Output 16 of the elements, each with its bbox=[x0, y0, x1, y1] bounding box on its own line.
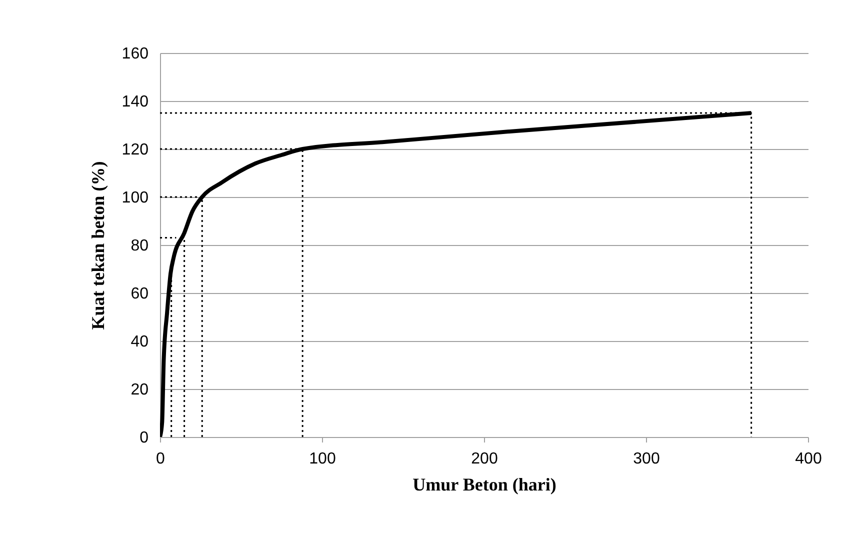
y-tick-label: 140 bbox=[122, 94, 149, 110]
x-tick-label: 0 bbox=[156, 450, 166, 468]
y-tick-label: 0 bbox=[140, 430, 149, 446]
y-tick-label: 120 bbox=[122, 142, 149, 158]
x-tick-label: 400 bbox=[795, 450, 822, 468]
y-tick-label: 20 bbox=[130, 382, 149, 398]
y-tick-label: 160 bbox=[122, 46, 149, 62]
y-tick-label: 60 bbox=[130, 286, 149, 302]
y-axis-title: Kuat tekan beton (%) bbox=[88, 161, 108, 330]
x-tick-label: 300 bbox=[633, 450, 660, 468]
y-tick-label: 80 bbox=[130, 238, 149, 254]
y-tick-label: 40 bbox=[130, 334, 149, 350]
x-tick-label: 200 bbox=[471, 450, 498, 468]
x-tick-label: 100 bbox=[309, 450, 336, 468]
x-axis-title: Umur Beton (hari) bbox=[412, 474, 556, 494]
y-tick-label: 100 bbox=[122, 190, 149, 206]
